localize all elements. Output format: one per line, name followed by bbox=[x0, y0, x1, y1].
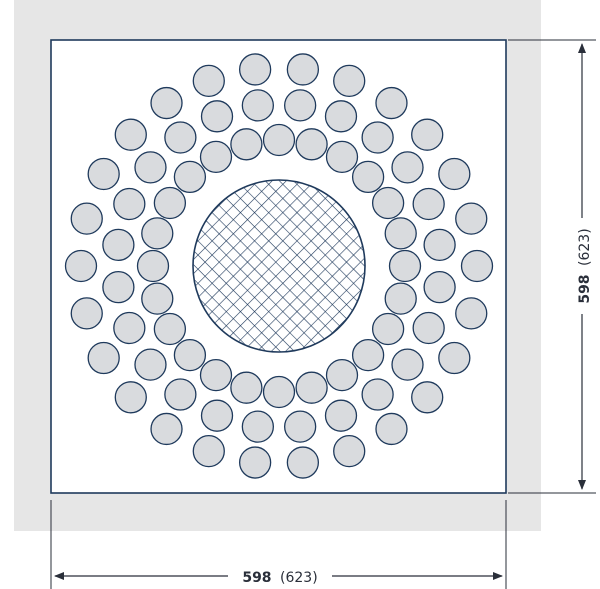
hole-circle bbox=[286, 446, 320, 479]
hole-circle bbox=[455, 202, 488, 235]
hole-circle bbox=[199, 358, 233, 392]
hole-circle bbox=[411, 118, 444, 151]
hole-circle bbox=[141, 282, 174, 315]
hole-circle bbox=[134, 151, 167, 184]
hole-circle bbox=[102, 228, 135, 262]
hole-circle bbox=[371, 186, 405, 220]
hole-circle bbox=[283, 410, 317, 443]
hole-circle bbox=[113, 187, 146, 221]
hole-circle bbox=[200, 399, 234, 432]
hole-circle bbox=[375, 412, 408, 446]
hole-circle bbox=[438, 341, 471, 375]
height-label: 598 (623) bbox=[577, 228, 593, 303]
hole-circle bbox=[241, 89, 275, 122]
hole-circle bbox=[192, 64, 225, 98]
hole-circle bbox=[423, 270, 456, 304]
hole-circle bbox=[412, 187, 445, 221]
hole-circle bbox=[230, 371, 263, 404]
hole-circle bbox=[87, 157, 120, 191]
hole-pattern bbox=[64, 53, 494, 479]
hole-circle bbox=[391, 348, 424, 381]
hole-circle bbox=[114, 381, 147, 414]
hole-circle bbox=[371, 312, 405, 346]
hole-circle bbox=[361, 378, 394, 411]
width-label-bg bbox=[228, 566, 332, 588]
width-dimension: 598 (623) bbox=[50, 500, 507, 589]
hole-circle bbox=[351, 338, 385, 372]
height-main: 598 bbox=[577, 274, 593, 303]
hole-circle bbox=[241, 410, 275, 443]
hole-circle bbox=[411, 381, 444, 414]
hole-circle bbox=[164, 121, 197, 154]
height-dimension: 598 (623) bbox=[508, 39, 596, 494]
hole-circle bbox=[134, 348, 167, 381]
hole-circle bbox=[64, 249, 98, 283]
hole-circle bbox=[70, 297, 103, 330]
hole-circle bbox=[238, 446, 272, 479]
hole-circle bbox=[325, 140, 359, 174]
hole-circle bbox=[384, 217, 417, 250]
hole-circle bbox=[460, 249, 494, 283]
hole-circle bbox=[164, 378, 197, 411]
hole-circle bbox=[438, 157, 471, 191]
hole-circle bbox=[423, 228, 456, 262]
hole-circle bbox=[102, 270, 135, 304]
hole-circle bbox=[136, 249, 170, 283]
hole-circle bbox=[295, 128, 328, 161]
hole-circle bbox=[192, 434, 225, 468]
width-secondary: (623) bbox=[280, 570, 318, 586]
hole-circle bbox=[361, 121, 394, 154]
hole-circle bbox=[283, 89, 317, 122]
hole-circle bbox=[153, 312, 187, 346]
hole-circle bbox=[230, 128, 263, 161]
hole-circle bbox=[150, 86, 183, 120]
hole-circle bbox=[150, 412, 183, 446]
width-main: 598 bbox=[242, 570, 271, 586]
hole-circle bbox=[141, 217, 174, 250]
hole-circle bbox=[262, 375, 296, 409]
hole-circle bbox=[87, 341, 120, 375]
hole-circle bbox=[455, 297, 488, 330]
hole-circle bbox=[262, 123, 296, 157]
hole-circle bbox=[173, 338, 207, 372]
hole-circle bbox=[113, 311, 146, 345]
hole-circle bbox=[238, 53, 272, 86]
hole-circle bbox=[384, 282, 417, 315]
hole-circle bbox=[114, 118, 147, 151]
hole-circle bbox=[333, 64, 366, 98]
hole-circle bbox=[173, 160, 207, 194]
hole-circle bbox=[286, 53, 320, 86]
hole-circle bbox=[375, 86, 408, 120]
hole-circle bbox=[324, 399, 358, 432]
center-mesh-disc bbox=[192, 179, 366, 353]
hole-circle bbox=[351, 160, 385, 194]
hole-circle bbox=[199, 140, 233, 174]
height-secondary: (623) bbox=[577, 228, 593, 266]
hole-circle bbox=[325, 358, 359, 392]
hole-circle bbox=[391, 151, 424, 184]
hole-circle bbox=[388, 249, 422, 283]
height-label-bg bbox=[572, 218, 594, 314]
hole-circle bbox=[324, 100, 358, 133]
hole-circle bbox=[70, 202, 103, 235]
width-label: 598 (623) bbox=[242, 570, 317, 586]
hole-circle bbox=[153, 186, 187, 220]
hole-circle bbox=[412, 311, 445, 345]
hole-circle bbox=[295, 371, 328, 404]
hole-circle bbox=[200, 100, 234, 133]
hole-circle bbox=[333, 434, 366, 468]
